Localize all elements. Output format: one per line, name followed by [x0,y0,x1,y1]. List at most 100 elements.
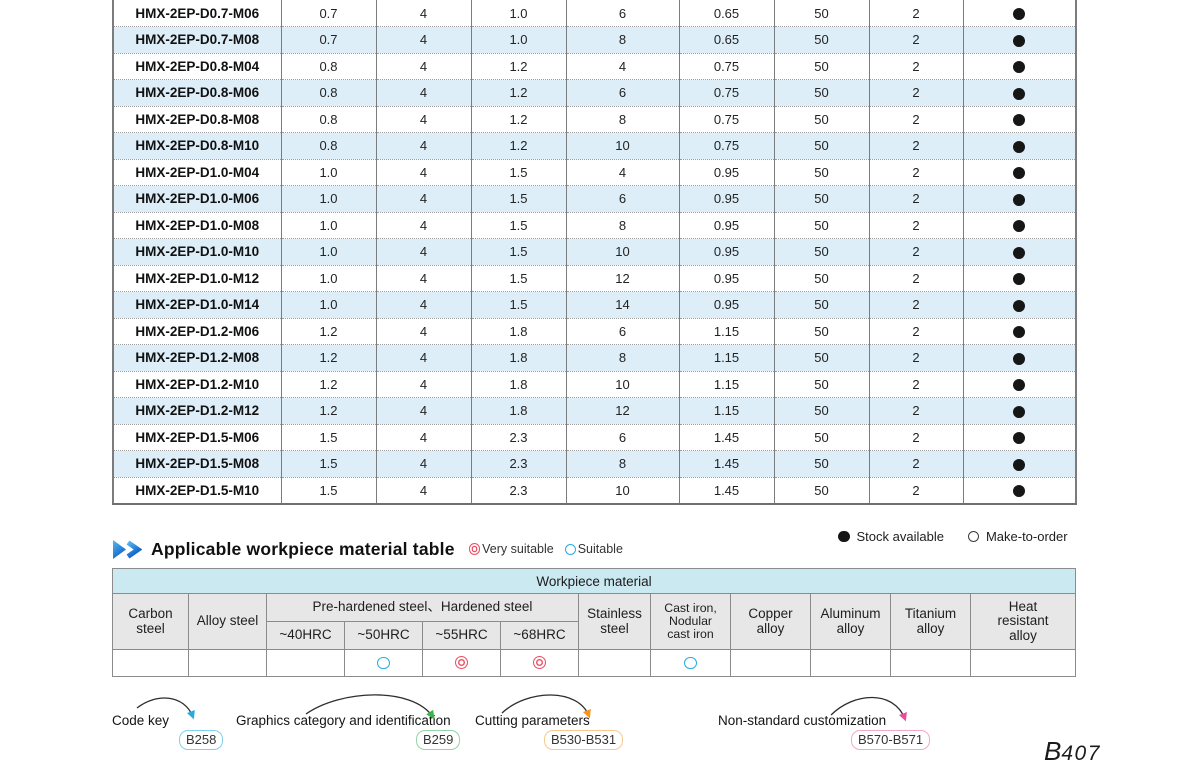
spec-table-row: HMX-2EP-D0.8-M10 0.8 4 1.2 10 0.75 50 2 [112,132,1077,160]
value-cell: 1.5 [470,185,567,213]
value-cell: 0.8 [280,132,377,160]
value-cell: 50 [773,371,870,398]
value-cell: 1.15 [678,344,775,372]
value-cell: 8 [565,450,680,478]
value-cell: 1.0 [280,238,377,266]
ref-link-b259[interactable]: B259 [416,730,461,750]
value-cell: 2 [868,477,964,504]
stock-available-dot [1013,273,1026,286]
stock-legend: Stock available Make-to-order [838,529,1078,544]
value-cell: 10 [565,238,680,266]
value-cell: 8 [565,26,680,54]
mark-cell [500,649,579,677]
mark-cell [810,649,891,677]
value-cell: 0.95 [678,185,775,213]
value-cell: 2 [868,79,964,107]
workpiece-band-row: Workpiece material [111,568,1077,594]
value-cell: 4 [375,132,472,160]
model-cell: HMX-2EP-D1.5-M10 [112,477,282,504]
spec-table-row: HMX-2EP-D1.0-M14 1.0 4 1.5 14 0.95 50 2 [112,291,1077,319]
col-aluminum-alloy: Aluminum alloy [810,593,891,650]
legend-suitable: Suitable [564,542,623,556]
ref-link-b530-b531[interactable]: B530-B531 [544,730,624,750]
stock-available-dot [1013,8,1026,21]
value-cell: 50 [773,53,870,80]
value-cell: 4 [375,397,472,425]
value-cell: 4 [375,450,472,478]
value-cell: 1.8 [470,344,567,372]
value-cell: 8 [565,344,680,372]
model-cell: HMX-2EP-D1.2-M10 [112,371,282,398]
mark-cell [188,649,267,677]
value-cell: 0.95 [678,159,775,186]
spec-table-row: HMX-2EP-D1.0-M08 1.0 4 1.5 8 0.95 50 2 [112,212,1077,239]
suitable-icon [684,656,697,670]
value-cell: 2 [868,318,964,345]
footer-label-graphics: Graphics category and identification [236,713,451,728]
value-cell: 6 [565,318,680,345]
value-cell: 0.75 [678,106,775,133]
value-cell: 2 [868,106,964,133]
mark-cell [969,649,1077,677]
value-cell: 4 [375,477,472,504]
stock-cell [962,238,1077,266]
value-cell: 1.8 [470,397,567,425]
value-cell: 10 [565,132,680,160]
value-cell: 50 [773,159,870,186]
stock-cell [962,477,1077,504]
value-cell: 4 [375,159,472,186]
stock-cell [962,185,1077,213]
value-cell: 10 [565,477,680,504]
stock-available-dot [1013,405,1026,418]
value-cell: 2 [868,53,964,80]
section-header: Applicable workpiece material table Very… [112,534,623,564]
value-cell: 0.95 [678,265,775,292]
stock-cell [962,344,1077,372]
ref-link-b258[interactable]: B258 [179,730,224,750]
col-50hrc: ~50HRC [344,621,423,650]
value-cell: 1.8 [470,371,567,398]
col-titanium-alloy: Titanium alloy [890,593,971,650]
code-key-arrow [136,697,195,720]
value-cell: 4 [375,53,472,80]
make-to-order-icon [967,531,979,542]
value-cell: 1.5 [280,424,377,451]
very-suitable-icon [468,543,481,555]
value-cell: 1.2 [470,79,567,107]
stock-cell [962,424,1077,451]
value-cell: 4 [375,0,472,27]
value-cell: 2 [868,185,964,213]
value-cell: 0.75 [678,79,775,107]
spec-table: HMX-2EP-D0.7-M06 0.7 4 1.0 6 0.65 50 2 HMX-2EP-D… [112,0,1077,505]
value-cell: 50 [773,26,870,54]
value-cell: 4 [375,106,472,133]
spec-table-row: HMX-2EP-D1.0-M04 1.0 4 1.5 4 0.95 50 2 [112,159,1077,186]
stock-available-dot [1013,458,1026,471]
stock-cell [962,291,1077,319]
value-cell: 1.5 [470,159,567,186]
value-cell: 1.15 [678,371,775,398]
col-40hrc: ~40HRC [266,621,345,650]
spec-table-row: HMX-2EP-D1.2-M10 1.2 4 1.8 10 1.15 50 2 [112,371,1077,398]
stock-available-dot [1013,167,1026,180]
value-cell: 4 [375,26,472,54]
value-cell: 0.65 [678,0,775,27]
stock-cell [962,318,1077,345]
value-cell: 2 [868,371,964,398]
value-cell: 1.5 [470,212,567,239]
value-cell: 2 [868,238,964,266]
ref-link-b570-b571[interactable]: B570-B571 [851,730,931,750]
value-cell: 8 [565,106,680,133]
value-cell: 2 [868,0,964,27]
mark-cell [112,649,189,677]
value-cell: 1.2 [280,371,377,398]
suitability-legend: Very suitable Suitable [468,542,623,556]
value-cell: 6 [565,0,680,27]
value-cell: 2 [868,26,964,54]
value-cell: 8 [565,212,680,239]
stock-available-icon [838,530,850,543]
value-cell: 4 [375,212,472,239]
value-cell: 4 [375,265,472,292]
col-68hrc: ~68HRC [500,621,579,650]
value-cell: 2 [868,159,964,186]
